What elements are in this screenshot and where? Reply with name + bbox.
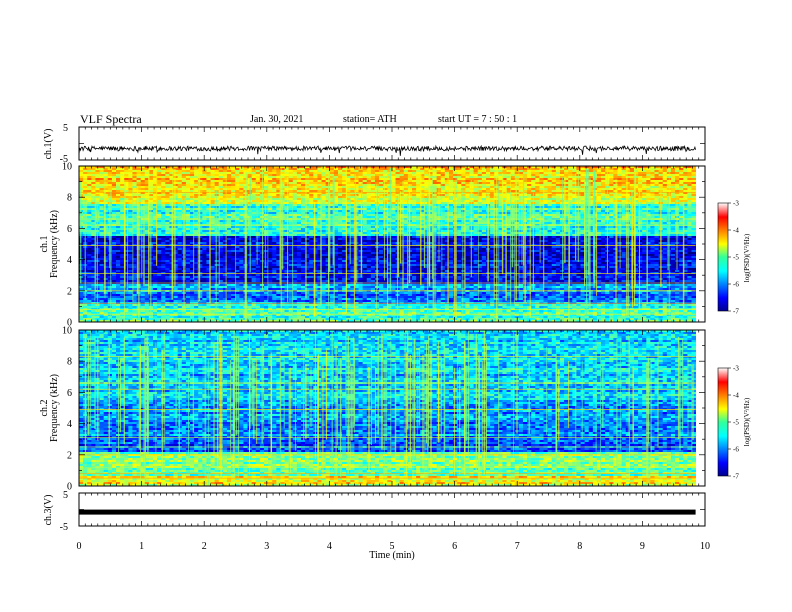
time-tick-label: 4 bbox=[327, 541, 332, 552]
colorbar-tick-label: -3 bbox=[733, 200, 739, 208]
station-label: station= ATH bbox=[343, 114, 397, 125]
frequency-tick-label: 2 bbox=[67, 286, 72, 297]
figure-title: VLF Spectra bbox=[80, 112, 142, 126]
frequency-tick-label: 8 bbox=[67, 357, 72, 368]
ch3-ytick-top: 5 bbox=[63, 490, 68, 501]
start-time-label: start UT = 7 : 50 : 1 bbox=[438, 114, 517, 125]
colorbar-tick-label: -7 bbox=[733, 473, 739, 481]
time-tick-label: 1 bbox=[139, 541, 144, 552]
colorbar-tick-label: -7 bbox=[733, 308, 739, 316]
ch3-voltage-trace bbox=[79, 510, 696, 515]
ch1-spectrogram-heatmap bbox=[79, 166, 705, 322]
ch3-voltage-panel: 5 -5 ch.3(V) bbox=[43, 490, 705, 533]
ch2-colorbar-ticks: -3 -4 -5 -6 -7 bbox=[728, 365, 739, 481]
frequency-tick-label: 8 bbox=[67, 193, 72, 204]
frequency-tick-label: 6 bbox=[67, 388, 72, 399]
time-tick-label: 9 bbox=[640, 541, 645, 552]
colorbar-tick-label: -6 bbox=[733, 446, 739, 454]
time-tick-label: 0 bbox=[77, 541, 82, 552]
frequency-tick-label: 4 bbox=[67, 419, 72, 430]
ch1-voltage-panel: 5 -5 ch.1(V) bbox=[43, 123, 705, 165]
frequency-tick-label: 4 bbox=[67, 255, 72, 266]
frequency-tick-label: 10 bbox=[62, 326, 72, 337]
ch2-spectrogram-heatmap bbox=[79, 330, 705, 486]
ch2-colorbar: -3 -4 -5 -6 -7 log(PSD)(V²/Hz) bbox=[718, 365, 751, 481]
ch1-voltage-ylabel: ch.1(V) bbox=[43, 129, 54, 160]
ch1-frequency-ylabel: Frequency (kHz) bbox=[49, 210, 60, 278]
ch2-frequency-ylabel: Frequency (kHz) bbox=[49, 374, 60, 442]
colorbar-tick-label: -4 bbox=[733, 392, 739, 400]
colorbar-tick-label: -4 bbox=[733, 227, 739, 235]
ch1-colorbar-label: log(PSD)(V²/Hz) bbox=[743, 233, 751, 282]
time-tick-label: 10 bbox=[700, 541, 710, 552]
date-label: Jan. 30, 2021 bbox=[250, 114, 303, 125]
time-tick-label: 8 bbox=[577, 541, 582, 552]
time-tick-label: 7 bbox=[515, 541, 520, 552]
frequency-tick-label: 2 bbox=[67, 450, 72, 461]
ch1-colorbar-ticks: -3 -4 -5 -6 -7 bbox=[728, 200, 739, 316]
time-tick-label: 3 bbox=[264, 541, 269, 552]
time-tick-label: 6 bbox=[452, 541, 457, 552]
ch3-voltage-ylabel: ch.3(V) bbox=[43, 495, 54, 526]
ch1-colorbar: -3 -4 -5 -6 -7 log(PSD)(V²/Hz) bbox=[718, 200, 751, 316]
time-tick-label: 2 bbox=[202, 541, 207, 552]
time-axis-label: Time (min) bbox=[369, 550, 414, 561]
frequency-tick-label: 10 bbox=[62, 162, 72, 173]
ch3-ytick-bottom: -5 bbox=[60, 522, 68, 533]
ch2-colorbar-label: log(PSD)(V²/Hz) bbox=[743, 397, 751, 446]
colorbar-tick-label: -6 bbox=[733, 281, 739, 289]
ch1-ytick-top: 5 bbox=[63, 123, 68, 134]
colorbar-tick-label: -3 bbox=[733, 365, 739, 373]
colorbar-tick-label: -5 bbox=[733, 419, 739, 427]
colorbar-tick-label: -5 bbox=[733, 254, 739, 262]
frequency-tick-label: 6 bbox=[67, 224, 72, 235]
